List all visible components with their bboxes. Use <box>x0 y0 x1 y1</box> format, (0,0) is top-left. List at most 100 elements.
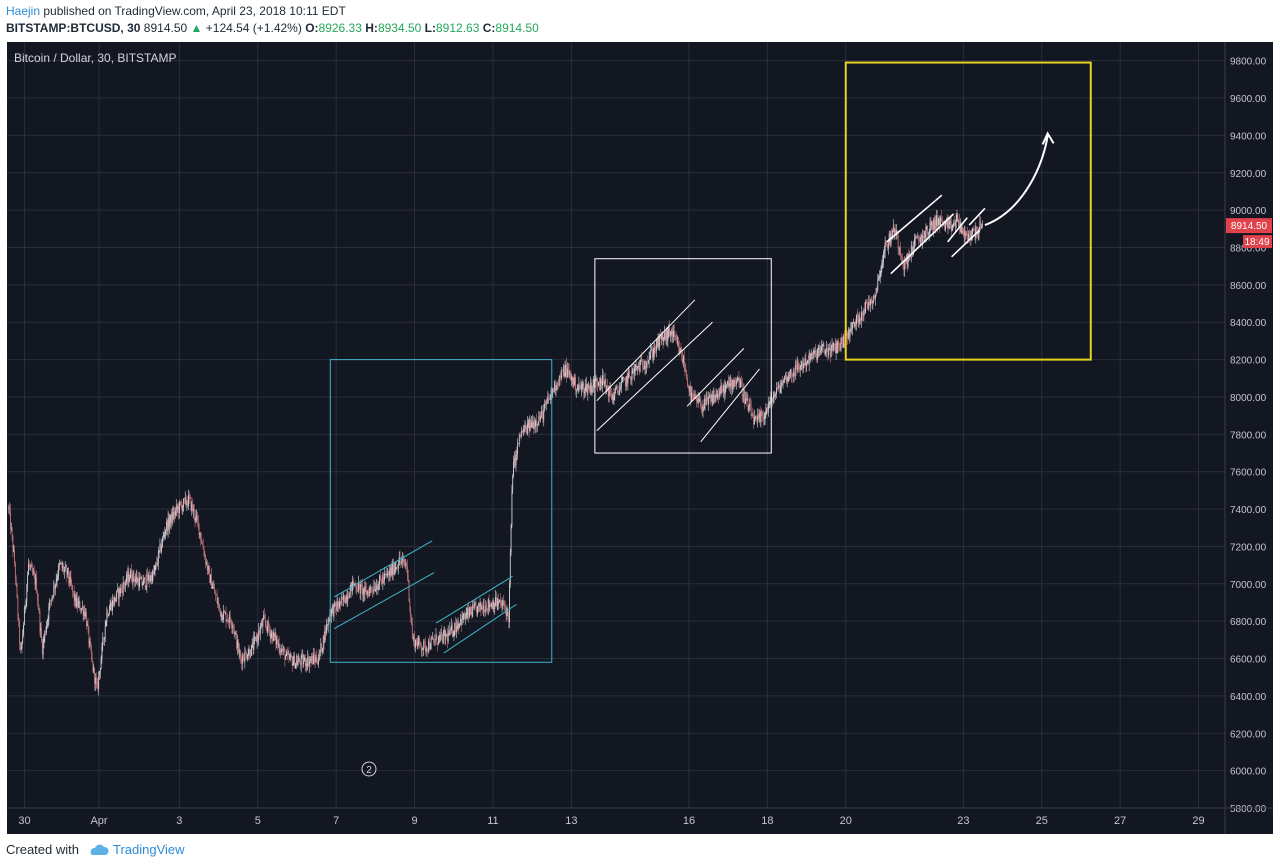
candle-body <box>644 366 646 368</box>
candle-body <box>685 370 687 372</box>
candle-body <box>99 671 100 676</box>
candle-body <box>266 626 268 632</box>
candle-body <box>137 579 139 583</box>
chart-area[interactable]: 9800.00 9600.00 9400.00 9200.00 9000.00 8800.… <box>7 42 1273 834</box>
candle-body <box>115 598 117 602</box>
candle-body <box>228 620 229 623</box>
candle-body <box>900 248 902 257</box>
candle-body <box>709 396 710 398</box>
candle-body <box>164 534 166 536</box>
candle-body <box>640 358 642 362</box>
candle-body <box>136 576 138 583</box>
candle-body <box>778 382 780 389</box>
candle-body <box>395 567 397 570</box>
candle-body <box>870 299 871 306</box>
candle-body <box>619 388 621 395</box>
candle-body <box>250 644 252 656</box>
candle-body <box>421 649 423 651</box>
candle-body <box>975 227 977 238</box>
candle-body <box>548 397 550 400</box>
candle-body <box>366 589 367 595</box>
candle-body <box>96 682 98 684</box>
candle-body <box>596 379 598 384</box>
candle-body <box>707 397 709 404</box>
candle-body <box>589 386 590 391</box>
candle-body <box>760 411 762 422</box>
candle-body <box>214 588 216 594</box>
candle-body <box>540 411 542 418</box>
candle-body <box>928 233 930 234</box>
y-tick-label: 7000.00 <box>1230 580 1267 591</box>
x-tick-label: 20 <box>840 815 852 827</box>
candle-body <box>842 342 844 348</box>
candle-body <box>749 404 751 406</box>
candle-body <box>696 401 698 403</box>
candle-body <box>786 376 788 382</box>
candle-body <box>647 362 648 364</box>
candle-body <box>89 641 91 644</box>
candle-body <box>500 599 501 605</box>
candle-body <box>175 510 176 516</box>
candle-body <box>184 497 186 499</box>
candle-body <box>491 603 493 609</box>
candle-body <box>680 348 682 352</box>
candle-body <box>825 350 826 355</box>
candle-body <box>319 651 321 653</box>
candle-body <box>464 613 465 619</box>
candle-body <box>227 619 229 621</box>
candle-body <box>753 417 755 424</box>
candle-body <box>849 329 851 337</box>
candle-body <box>326 624 327 634</box>
candle-body <box>507 608 509 615</box>
candle-body <box>914 236 916 239</box>
candle-body <box>106 610 108 622</box>
candle-body <box>105 621 107 627</box>
candle-body <box>433 640 435 643</box>
projection-arrow-head <box>1041 131 1055 145</box>
candle-body <box>259 630 260 634</box>
candle-body <box>812 352 814 360</box>
candle-body <box>795 365 797 368</box>
candle-body <box>165 529 167 535</box>
candle-body <box>415 639 417 644</box>
tradingview-brand-link[interactable]: TradingView <box>112 842 185 857</box>
candle-body <box>185 497 187 505</box>
candle-body <box>148 575 149 581</box>
candle-body <box>780 386 781 393</box>
price-chart[interactable]: 9800.00 9600.00 9400.00 9200.00 9000.00 8800.… <box>7 42 1273 834</box>
candle-body <box>110 602 112 607</box>
candle-body <box>404 563 406 565</box>
candle-body <box>375 585 377 590</box>
candle-body <box>632 369 634 371</box>
candle-body <box>618 392 620 395</box>
candle-body <box>420 642 421 646</box>
y-tick-label: 8600.00 <box>1230 281 1267 292</box>
candle-body <box>210 574 212 589</box>
candle-body <box>261 623 263 627</box>
candle-body <box>861 312 863 315</box>
candle-body <box>322 636 324 649</box>
candle-body <box>24 607 26 609</box>
candle-body <box>140 577 142 580</box>
candle-body <box>262 619 264 627</box>
candle-body <box>593 379 594 387</box>
candle-body <box>123 582 125 585</box>
candle-body <box>948 221 950 225</box>
candle-body <box>796 367 798 371</box>
candle-body <box>611 394 613 400</box>
candle-body <box>831 344 833 347</box>
candle-body <box>739 383 741 388</box>
candle-body <box>431 638 433 640</box>
candle-body <box>881 263 883 268</box>
circled-two-label: 2 <box>366 765 372 776</box>
candle-body <box>401 560 403 563</box>
created-with-text: Created with <box>6 842 79 857</box>
candle-body <box>667 330 669 341</box>
author-link[interactable]: Haejin <box>6 4 41 18</box>
candle-body <box>877 280 879 290</box>
candle-body <box>179 501 181 504</box>
candle-body <box>951 226 953 232</box>
candle-body <box>54 584 56 589</box>
candle-body <box>555 389 557 391</box>
y-tick-label: 6000.00 <box>1230 767 1267 778</box>
